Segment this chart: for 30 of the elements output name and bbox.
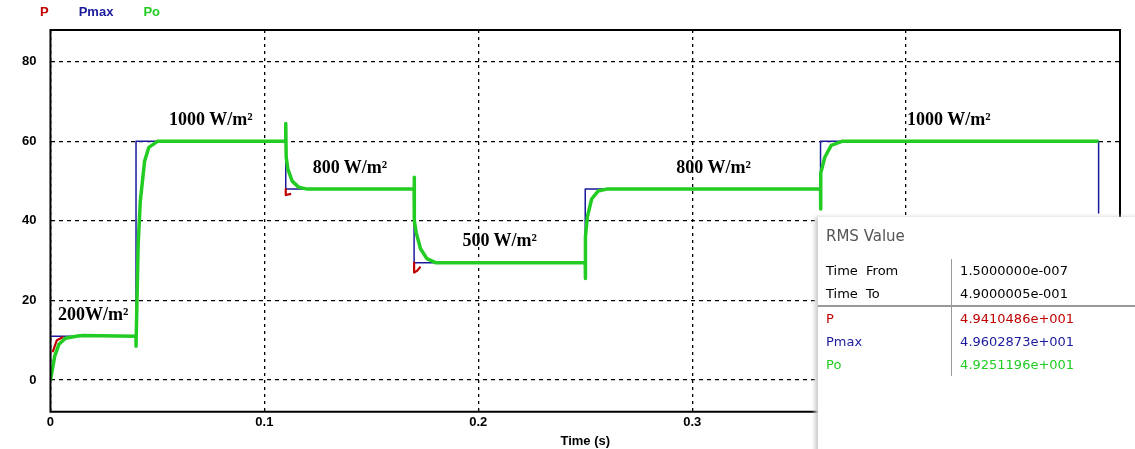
y-tick-label: 20 [21,292,37,308]
annotation: Po [825,356,843,374]
x-tick-label: 0 [46,414,55,430]
annotation: Pmax [825,333,864,351]
text: Pmax [78,4,114,19]
annotation: 800 W/m² [312,156,388,177]
x-tick-label: 0.3 [683,414,702,430]
annotation: 200W/m² [58,303,129,324]
annotation: 4.9410486e+001 [951,306,1135,330]
annotation: 800 W/m² [676,156,751,177]
annotation: 4.9251196e+001 [951,353,1135,376]
y-tick-label: 0 [29,371,37,387]
annotation: 4.9000005e-001 [951,282,1135,306]
y-tick-label: 80 [21,53,37,69]
annotation: P [825,310,835,328]
annotation: 1000 W/m² [169,109,253,130]
y-tick-label: 60 [21,132,37,148]
annotation: RMS Value [825,226,906,247]
annotation: 1000 W/m² [907,109,991,130]
x-tick-label: 0.1 [255,414,274,430]
x-tick-label: 0.2 [469,414,488,430]
annotation: 1.5000000e-007 [951,259,1135,282]
text: Po [143,4,160,19]
text: P [40,4,49,19]
x-axis-title: Time (s) [560,432,611,448]
y-tick-label: 40 [21,212,37,228]
annotation: Time From [825,262,900,280]
annotation: 500 W/m² [462,230,537,251]
annotation: Time To [818,282,952,306]
annotation: 4.9602873e+001 [951,330,1135,353]
